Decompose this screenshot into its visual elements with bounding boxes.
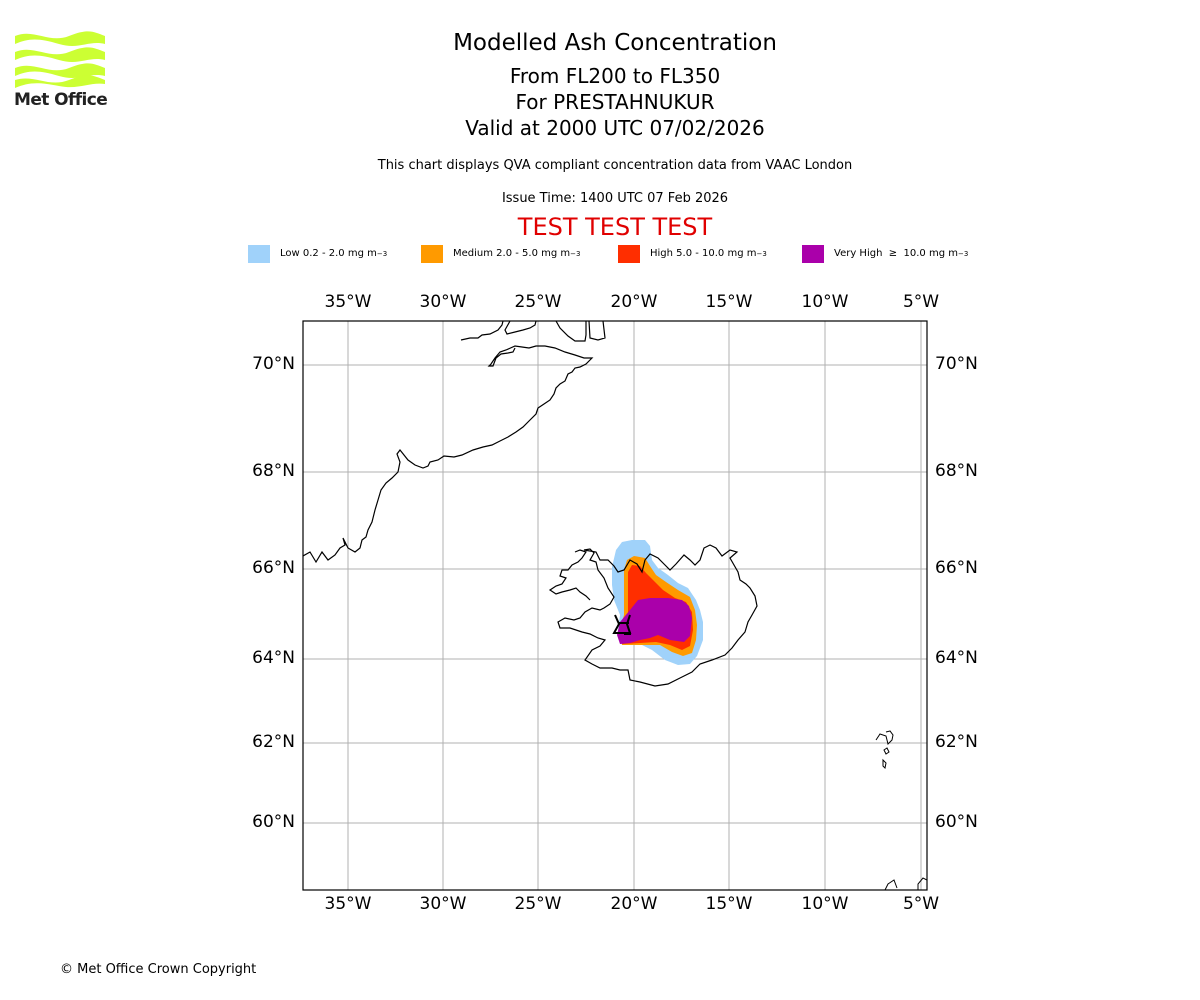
legend-swatch-very-high [802, 244, 824, 263]
lat-tick-label-left: 62°N [252, 732, 295, 752]
legend-label: Low 0.2 - 2.0 mg m [280, 248, 377, 259]
map-frame [302, 320, 928, 891]
volcano-name: For PRESTAHNUKUR [515, 90, 715, 114]
legend-swatch-high [618, 244, 640, 263]
lat-tick-label-right: 70°N [935, 354, 978, 374]
met-office-waves-icon [15, 31, 105, 88]
coastline-faroe [875, 730, 894, 770]
volcano-base-icon [624, 632, 631, 635]
lon-tick-label-bottom: 25°W [514, 894, 562, 914]
coastline-iceland-westfjords [548, 549, 591, 601]
flight-levels: From FL200 to FL350 [509, 64, 721, 88]
lat-tick-label-right: 68°N [935, 461, 978, 481]
met-office-logo: Met Office [14, 30, 108, 112]
legend-label: Very High ≥ 10.0 mg m [834, 248, 958, 259]
logo-text: Met Office [14, 90, 108, 110]
legend-label: Medium 2.0 - 5.0 mg m [453, 248, 571, 259]
coastline-iceland [557, 544, 758, 687]
lon-tick-label-bottom: 5°W [902, 894, 940, 914]
legend-item-high: High 5.0 - 10.0 mg m −3 [618, 244, 767, 263]
lon-tick-label-top: 30°W [419, 292, 467, 312]
chart-title: Modelled Ash Concentration [453, 30, 777, 56]
legend-swatch-medium [421, 244, 443, 263]
copyright: © Met Office Crown Copyright [60, 962, 257, 977]
lat-tick-label-left: 68°N [252, 461, 295, 481]
coastline-scotland [884, 877, 927, 890]
lon-tick-label-top: 15°W [705, 292, 753, 312]
lat-tick-label-left: 64°N [252, 648, 295, 668]
legend-item-very-high: Very High ≥ 10.0 mg m −3 [802, 244, 968, 263]
chart-description: This chart displays QVA compliant concen… [377, 158, 853, 173]
lon-tick-label-top: 25°W [514, 292, 562, 312]
lon-tick-label-top: 35°W [324, 292, 372, 312]
test-banner: TEST TEST TEST [517, 213, 713, 241]
lon-tick-label-top: 20°W [610, 292, 658, 312]
lat-tick-label-right: 64°N [935, 648, 978, 668]
legend-exponent: −3 [957, 249, 969, 258]
lon-tick-label-bottom: 30°W [419, 894, 467, 914]
legend-item-medium: Medium 2.0 - 5.0 mg m −3 [421, 244, 580, 263]
legend-swatch-low [248, 244, 270, 263]
lon-tick-label-bottom: 35°W [324, 894, 372, 914]
lon-tick-label-bottom: 10°W [801, 894, 849, 914]
lat-tick-label-left: 70°N [252, 354, 295, 374]
coastline-greenland-north [460, 321, 606, 342]
coastline-greenland [303, 345, 594, 564]
legend-item-low: Low 0.2 - 2.0 mg m −3 [248, 244, 387, 263]
lat-tick-label-right: 66°N [935, 558, 978, 578]
lat-tick-label-left: 66°N [252, 558, 295, 578]
ash-very-high [617, 598, 692, 644]
lat-tick-label-right: 60°N [935, 812, 978, 832]
lat-tick-label-right: 62°N [935, 732, 978, 752]
lat-tick-label-left: 60°N [252, 812, 295, 832]
legend-label: High 5.0 - 10.0 mg m [650, 248, 757, 259]
lon-tick-label-top: 10°W [801, 292, 849, 312]
legend-exponent: −3 [756, 249, 767, 258]
graticule [303, 321, 927, 890]
lon-tick-label-top: 5°W [902, 292, 940, 312]
legend-exponent: −3 [376, 249, 388, 258]
legend-exponent: −3 [570, 249, 581, 258]
issue-time: Issue Time: 1400 UTC 07 Feb 2026 [501, 191, 729, 206]
lon-tick-label-bottom: 15°W [705, 894, 753, 914]
lon-tick-label-bottom: 20°W [610, 894, 658, 914]
valid-time: Valid at 2000 UTC 07/02/2026 [465, 116, 765, 140]
